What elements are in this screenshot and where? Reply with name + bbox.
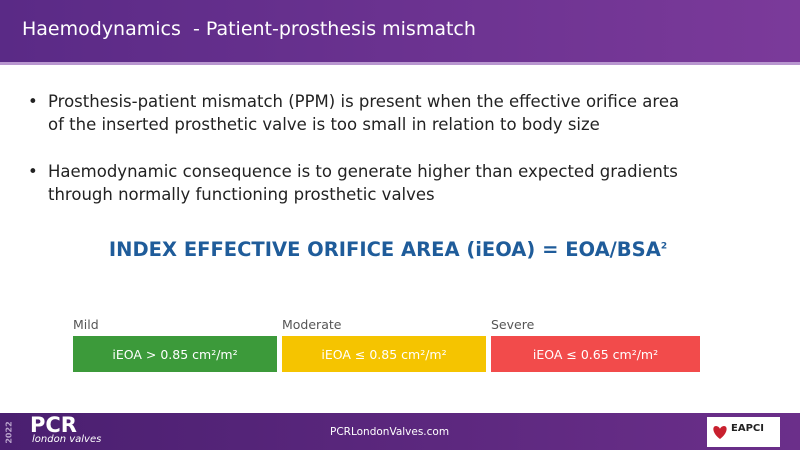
partner-logo: EAPCI <box>707 417 780 447</box>
header-bar <box>0 0 800 62</box>
year-wrap: 2022 <box>2 420 32 448</box>
grade-box: iEOA > 0.85 cm²/m² <box>73 336 277 372</box>
grade-label: Severe <box>491 317 535 332</box>
grade-box: iEOA ≤ 0.85 cm²/m² <box>282 336 486 372</box>
formula-text: INDEX EFFECTIVE ORIFICE AREA (iEOA) = EO… <box>108 238 661 261</box>
header-rule <box>0 62 800 65</box>
footer-bar <box>0 413 800 450</box>
bullet-text: Haemodynamic consequence is to generate … <box>48 162 678 204</box>
footer-brand-sub: london valves <box>32 434 102 445</box>
footer-year: 2022 <box>4 421 14 444</box>
grade-box: iEOA ≤ 0.65 cm²/m² <box>491 336 700 372</box>
partner-name: EAPCI <box>731 423 764 434</box>
partner-icon <box>713 426 727 439</box>
bullet: • Prosthesis-patient mismatch (PPM) is pr… <box>28 90 708 136</box>
formula-superscript: 2 <box>660 241 668 252</box>
slide-title: Haemodynamics - Patient-prosthesis misma… <box>22 18 476 40</box>
footer-brand: PCR <box>30 413 77 437</box>
grade-label: Moderate <box>282 317 342 332</box>
grade-label: Mild <box>73 317 99 332</box>
formula: INDEX EFFECTIVE ORIFICE AREA (iEOA) = EO… <box>0 238 776 261</box>
footer-url: PCRLondonValves.com <box>330 426 450 438</box>
bullet-text: Prosthesis-patient mismatch (PPM) is pre… <box>48 92 680 134</box>
bullet: • Haemodynamic consequence is to generate… <box>28 160 708 206</box>
